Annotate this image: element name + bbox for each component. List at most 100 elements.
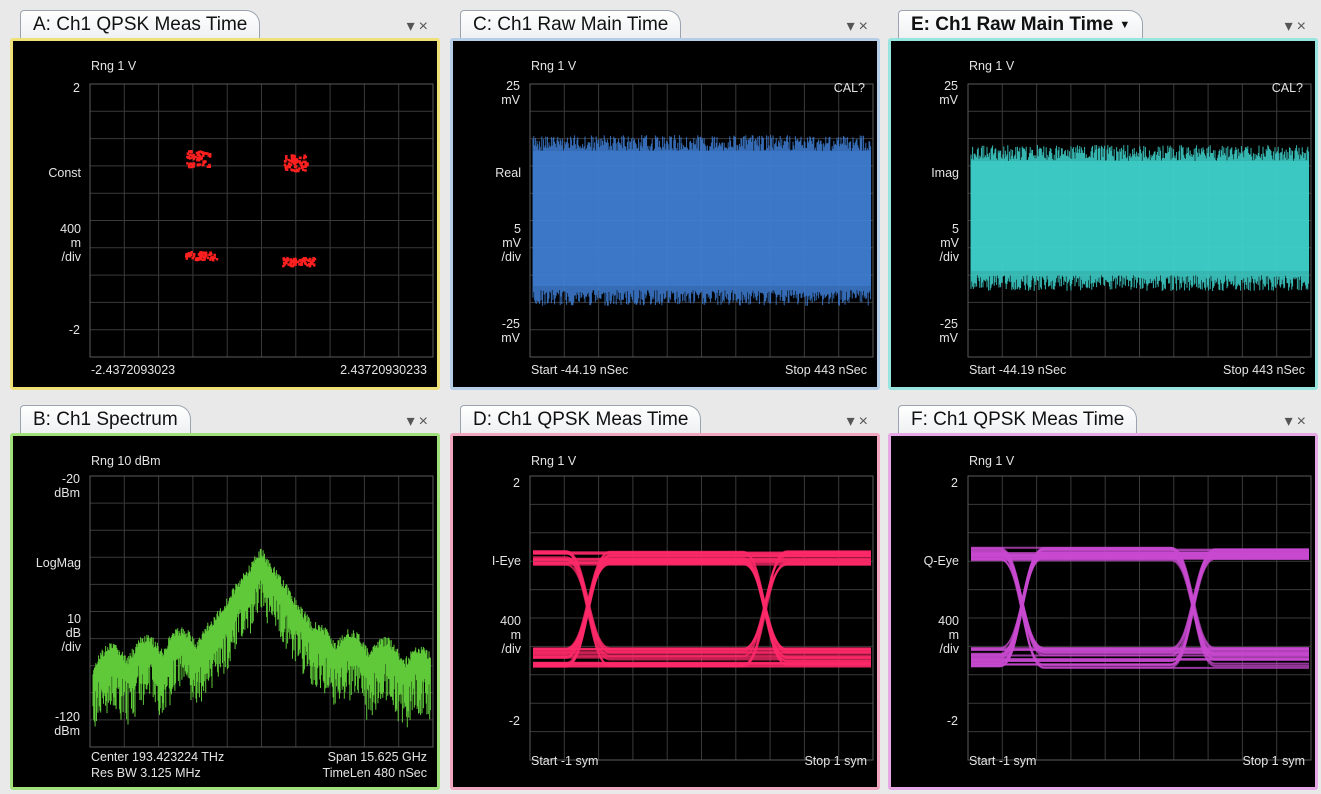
eye-diagram-plot[interactable] <box>453 436 880 790</box>
constellation-point <box>313 257 317 261</box>
dropdown-icon[interactable]: ▾ <box>846 413 859 430</box>
time-trace-plot[interactable] <box>891 41 1318 390</box>
constellation-point <box>192 255 196 258</box>
constellation-point <box>208 253 211 257</box>
constellation-point <box>295 161 298 164</box>
constellation-point <box>291 159 294 162</box>
constellation-point <box>301 165 305 168</box>
constellation-point <box>282 261 286 265</box>
constellation-point <box>188 254 191 258</box>
constellation-point <box>290 168 293 172</box>
constellation-point <box>298 160 302 163</box>
signal-fill <box>533 151 871 286</box>
scale-label: 5 mV/div <box>501 222 521 264</box>
dropdown-icon[interactable]: ▾ <box>846 18 859 35</box>
eye-diagram-plot[interactable] <box>891 436 1318 790</box>
constellation-point <box>197 150 201 154</box>
display-frame: Rng 10 dBm -20 dBm LogMag 10 dB/div -120 dB… <box>10 433 440 790</box>
constellation-point <box>282 257 285 260</box>
eye-trace <box>533 555 871 665</box>
constellation-point <box>188 165 191 169</box>
range-label: Rng 1 V <box>969 454 1015 468</box>
constellation-point <box>283 160 287 163</box>
constellation-point <box>208 163 211 167</box>
constellation-point <box>298 263 301 266</box>
constellation-point <box>308 264 312 268</box>
dropdown-icon[interactable]: ▾ <box>1284 18 1297 35</box>
constellation-point <box>291 160 294 164</box>
constellation-point <box>304 160 307 164</box>
time-trace-plot[interactable] <box>453 41 880 390</box>
constellation-point <box>204 152 208 155</box>
close-icon[interactable]: × <box>858 18 872 35</box>
close-icon[interactable]: × <box>418 413 432 430</box>
constellation-point <box>308 257 312 261</box>
y-top-label: -20 dBm <box>54 472 80 500</box>
eye-trace <box>533 556 871 661</box>
constellation-point <box>284 261 288 265</box>
constellation-point <box>191 256 194 260</box>
constellation-point <box>288 165 292 169</box>
constellation-point <box>293 162 297 166</box>
tab-panel-a[interactable]: A: Ch1 QPSK Meas Time <box>20 10 261 39</box>
window-controls: ▾× <box>847 16 872 36</box>
constellation-point <box>189 153 192 157</box>
constellation-point <box>308 262 312 266</box>
constellation-point <box>303 258 307 261</box>
close-icon[interactable]: × <box>418 18 432 35</box>
constellation-point <box>286 258 290 261</box>
panel-b: B: Ch1 Spectrum ▾× Rng 10 dBm -20 dBm Log… <box>10 405 440 790</box>
constellation-point <box>294 261 298 264</box>
constellation-point <box>208 153 212 156</box>
constellation-point <box>200 151 204 154</box>
window-controls: ▾× <box>1285 16 1310 36</box>
close-icon[interactable]: × <box>1296 413 1310 430</box>
eye-trace <box>533 560 871 658</box>
constellation-point <box>213 253 216 257</box>
constellation-point <box>192 252 196 256</box>
constellation-point <box>211 258 215 262</box>
constellation-point <box>186 162 189 165</box>
tab-panel-d[interactable]: D: Ch1 QPSK Meas Time <box>460 405 702 434</box>
window-controls: ▾× <box>407 16 432 36</box>
close-icon[interactable]: × <box>1296 18 1310 35</box>
constellation-point <box>195 151 199 155</box>
tab-panel-b[interactable]: B: Ch1 Spectrum <box>20 405 191 434</box>
tab-panel-f[interactable]: F: Ch1 QPSK Meas Time <box>898 405 1138 434</box>
spectrum-plot[interactable] <box>13 436 440 790</box>
constellation-point <box>293 160 297 163</box>
y-bottom-label: -120 dBm <box>54 710 80 738</box>
constellation-plot[interactable] <box>13 41 440 390</box>
dropdown-icon[interactable]: ▾ <box>1284 413 1297 430</box>
tab-panel-e[interactable]: E: Ch1 Raw Main Time ▼ <box>898 10 1144 39</box>
constellation-point <box>191 163 195 166</box>
constellation-point <box>299 259 303 262</box>
close-icon[interactable]: × <box>858 413 872 430</box>
dropdown-icon[interactable]: ▾ <box>406 18 419 35</box>
display-frame: Rng 1 V 2 I-Eye 400 m/div -2 Start -1 sym… <box>450 433 880 790</box>
range-label: Rng 1 V <box>531 59 577 73</box>
constellation-point <box>201 163 205 167</box>
constellation-point <box>305 263 309 267</box>
trace-label: Const <box>48 166 81 180</box>
eye-trace <box>971 550 1309 650</box>
constellation-point <box>189 150 193 153</box>
constellation-point <box>298 258 302 262</box>
constellation-point <box>302 260 305 263</box>
y-bottom-label: -25 mV <box>501 317 520 345</box>
y-bottom-label: -2 <box>946 714 958 728</box>
constellation-point <box>196 163 200 167</box>
tab-panel-c[interactable]: C: Ch1 Raw Main Time <box>460 10 682 39</box>
x-left-label: -2.4372093023 <box>91 363 176 377</box>
y-bottom-label: -2 <box>68 323 80 337</box>
constellation-point <box>209 256 213 260</box>
window-controls: ▾× <box>847 411 872 431</box>
trace-label: Real <box>495 166 521 180</box>
dropdown-icon[interactable]: ▾ <box>406 413 419 430</box>
constellation-point <box>299 263 303 267</box>
scale-label: 400 m/div <box>938 614 959 656</box>
constellation-point <box>300 164 303 167</box>
chevron-down-icon[interactable]: ▼ <box>1119 19 1131 31</box>
x-right-label: 2.43720930233 <box>340 363 427 377</box>
x-stop-label: Stop 443 nSec <box>1222 363 1305 377</box>
